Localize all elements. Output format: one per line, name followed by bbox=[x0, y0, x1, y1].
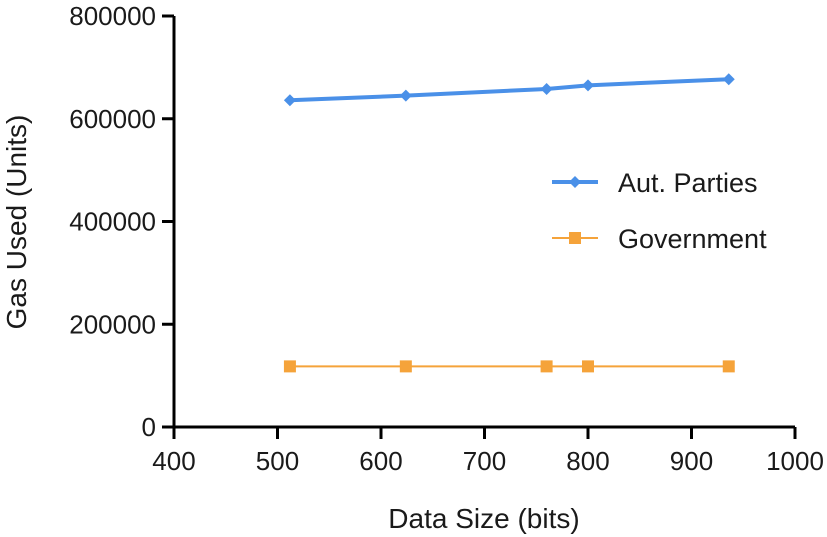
x-tick-label: 400 bbox=[152, 446, 195, 476]
x-axis-label: Data Size (bits) bbox=[388, 503, 579, 534]
x-tick-label: 1000 bbox=[766, 446, 824, 476]
y-axis-ticks: 0 200000 400000 600000 800000 bbox=[69, 1, 174, 442]
series-layer bbox=[283, 73, 735, 373]
legend: Aut. Parties Government bbox=[552, 168, 767, 254]
y-tick-label: 600000 bbox=[69, 104, 156, 134]
legend-item: Government bbox=[552, 224, 767, 254]
y-tick-label: 800000 bbox=[69, 1, 156, 31]
data-point bbox=[540, 82, 553, 95]
legend-label: Government bbox=[618, 224, 767, 254]
y-tick-label: 0 bbox=[142, 412, 156, 442]
x-tick-label: 600 bbox=[359, 446, 402, 476]
x-axis-ticks: 400 500 600 700 800 900 1000 bbox=[152, 427, 824, 476]
axes bbox=[172, 16, 795, 429]
legend-marker bbox=[569, 232, 581, 244]
series-line bbox=[289, 77, 729, 103]
legend-label: Aut. Parties bbox=[618, 168, 758, 198]
y-tick-label: 200000 bbox=[69, 309, 156, 339]
data-point bbox=[722, 73, 735, 86]
data-point bbox=[399, 360, 412, 373]
data-point bbox=[399, 89, 412, 102]
x-tick-label: 500 bbox=[256, 446, 299, 476]
x-tick-label: 700 bbox=[463, 446, 506, 476]
data-point bbox=[283, 360, 296, 373]
data-point bbox=[722, 360, 735, 373]
y-axis-label: Gas Used (Units) bbox=[1, 115, 32, 330]
series-aut-parties bbox=[283, 73, 735, 107]
y-tick-label: 400000 bbox=[69, 207, 156, 237]
x-tick-label: 800 bbox=[566, 446, 609, 476]
data-point bbox=[582, 79, 594, 92]
legend-item: Aut. Parties bbox=[552, 168, 758, 198]
legend-marker bbox=[569, 176, 581, 188]
data-point bbox=[540, 360, 553, 373]
series-government bbox=[283, 360, 735, 373]
x-tick-label: 900 bbox=[670, 446, 713, 476]
data-point bbox=[283, 94, 296, 107]
data-point bbox=[582, 360, 594, 373]
